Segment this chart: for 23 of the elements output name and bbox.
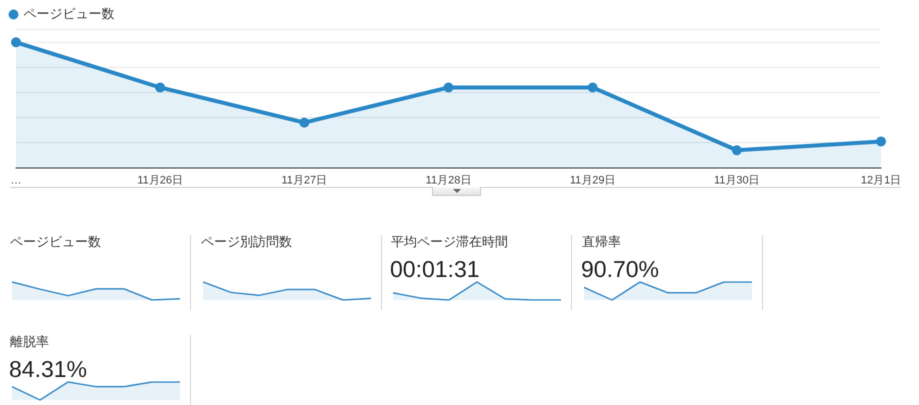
- point: [299, 118, 310, 128]
- x-tick-label: 11月28日: [426, 174, 472, 186]
- chart-subtitle: 84.31%: [9, 355, 88, 383]
- point: [444, 82, 454, 92]
- chart-subtitle: 90.70%: [581, 255, 660, 283]
- x-tick-label: 12月1日: [860, 174, 902, 186]
- point: [588, 82, 598, 92]
- point: [155, 82, 166, 92]
- x-tick-label: 11月27日: [282, 174, 328, 186]
- chart-title: ページビュー数: [10, 233, 101, 250]
- point: [876, 136, 886, 146]
- chart-title: ページ別訪問数: [201, 233, 292, 250]
- x-tick-label: 11月30日: [714, 174, 760, 186]
- legend-label: ページビュー数: [24, 6, 114, 22]
- x-tick-label: 11月29日: [570, 174, 616, 186]
- chart-title: 離脱率: [10, 333, 49, 350]
- chart-title: 直帰率: [582, 233, 621, 250]
- chart-subtitle: 00:01:31: [390, 255, 480, 283]
- x-tick-label: 11月26日: [137, 174, 183, 186]
- point: [11, 37, 21, 48]
- point: [732, 145, 742, 156]
- x-tick-label: …: [10, 174, 22, 186]
- chart-title: 平均ページ滞在時間: [391, 233, 508, 250]
